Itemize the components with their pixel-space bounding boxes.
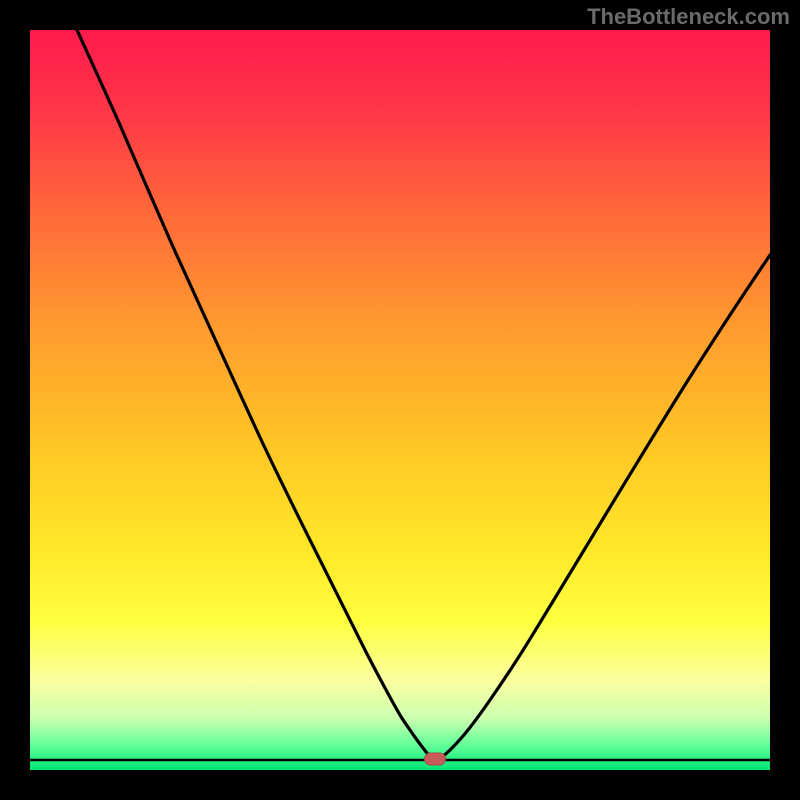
plot-area [30, 30, 770, 770]
watermark-text: TheBottleneck.com [587, 4, 790, 30]
bottleneck-marker [424, 753, 446, 766]
curve-svg [30, 30, 770, 770]
chart-canvas: TheBottleneck.com [0, 0, 800, 800]
bottleneck-curve [77, 30, 770, 760]
